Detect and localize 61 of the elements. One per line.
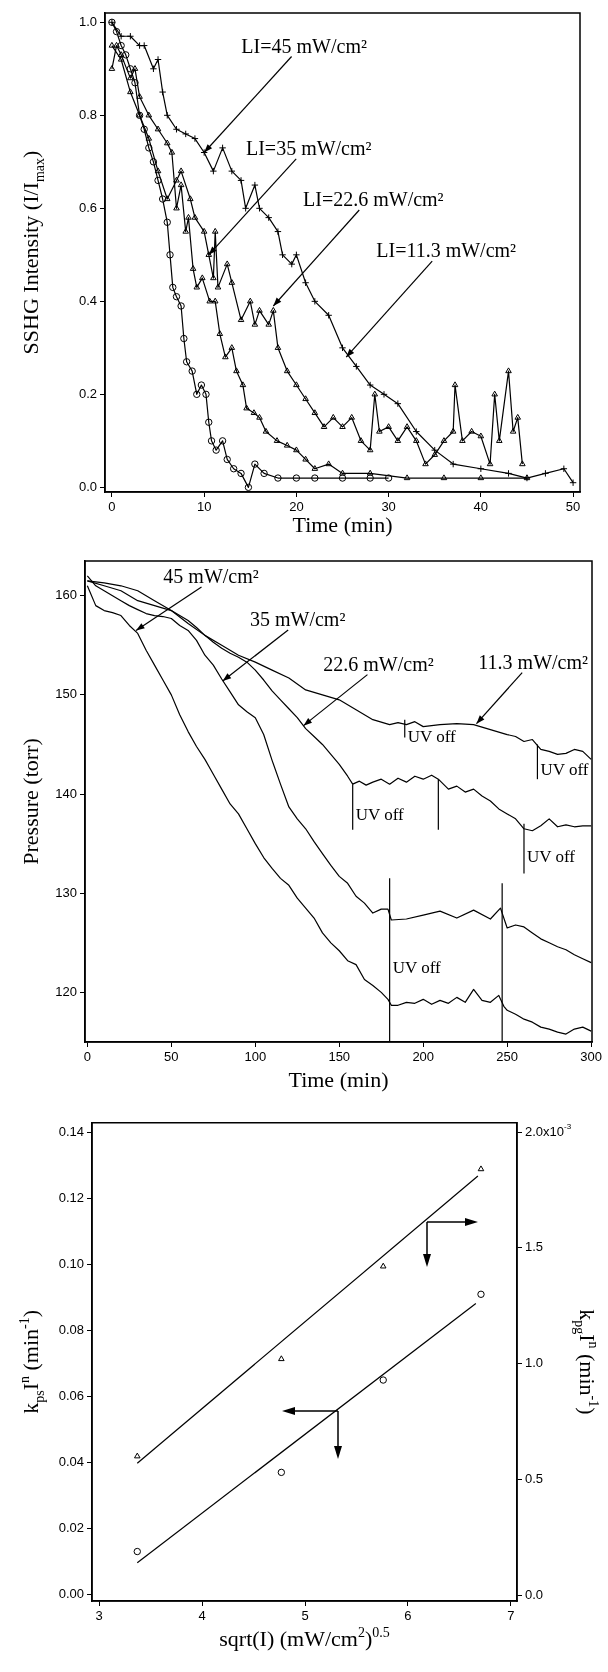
y-tick-label: 0.8 <box>78 106 97 122</box>
y-tick-label: 150 <box>55 686 77 702</box>
x-tick-label: 3 <box>95 1608 103 1624</box>
series-label: UV off <box>407 726 457 746</box>
x-tick-label: 0 <box>83 1049 91 1065</box>
y-tick-label: 0.6 <box>78 199 97 215</box>
y2-tick-label: 0.0 <box>525 1586 544 1602</box>
annotation: LI=35 mW/cm² <box>245 136 372 159</box>
series-label: UV off <box>355 804 405 824</box>
y2-tick-label: 2.0 <box>525 1123 544 1139</box>
annotation: 45 mW/cm² <box>163 565 259 587</box>
series-label: UV off <box>526 846 576 866</box>
y-tick-label: 120 <box>55 983 77 999</box>
x-tick-label: 40 <box>473 499 489 515</box>
x-tick-label: 5 <box>301 1608 309 1624</box>
y-tick-label: 140 <box>55 785 77 801</box>
annotation: 22.6 mW/cm² <box>323 652 434 675</box>
x-tick-label: 300 <box>580 1049 603 1065</box>
x-tick-label: 6 <box>404 1608 412 1624</box>
y2-tick-label: 1.0 <box>525 1355 544 1371</box>
y2-tick-label: 1.5 <box>525 1239 544 1255</box>
x-tick-label: 30 <box>381 499 396 515</box>
y-axis-title: kpsIn (min-1) <box>17 1309 47 1414</box>
x-axis-title: Time (min) <box>288 1067 389 1092</box>
y-tick-label: 0.02 <box>58 1520 84 1536</box>
y-tick-label: 0.2 <box>78 385 97 401</box>
annotation: LI=45 mW/cm² <box>241 34 367 57</box>
annotation: 11.3 mW/cm² <box>478 650 589 673</box>
y-tick-label: 0.14 <box>58 1124 84 1140</box>
x-tick-label: 50 <box>164 1049 179 1065</box>
y-tick-label: 0.08 <box>58 1322 84 1338</box>
x-tick-label: 20 <box>289 499 304 515</box>
y-tick-label: 130 <box>55 884 77 900</box>
x-tick-label: 10 <box>196 499 212 515</box>
y-axis-title: SSHG Intensity (I/Imax) <box>18 150 47 355</box>
series-label: UV off <box>392 958 441 978</box>
x-tick-label: 50 <box>565 499 581 515</box>
series-label: UV off <box>540 759 589 779</box>
x-tick-label: 250 <box>496 1049 519 1065</box>
x-tick-label: 200 <box>412 1049 435 1065</box>
annotation: 35 mW/cm² <box>250 608 346 630</box>
x-tick-label: 0 <box>108 499 116 515</box>
x-axis-title: Time (min) <box>292 512 393 537</box>
annotation: LI=22.6 mW/cm² <box>303 187 444 210</box>
y-tick-label: 0.0 <box>78 478 97 494</box>
y2-axis-title: kpgIn (min-1) <box>571 1309 601 1415</box>
y-tick-label: 160 <box>55 587 77 603</box>
x-tick-label: 150 <box>328 1049 351 1065</box>
y-tick-label: 0.10 <box>58 1256 84 1272</box>
y-tick-label: 0.12 <box>58 1190 84 1206</box>
x-tick-label: 100 <box>244 1049 267 1065</box>
y-tick-label: 0.06 <box>58 1388 84 1404</box>
y-tick-label: 0.00 <box>58 1585 84 1601</box>
y-tick-label: 0.4 <box>78 292 97 308</box>
y2-tick-label: 0.5 <box>525 1471 544 1486</box>
y-tick-label: 1.0 <box>78 13 97 29</box>
y-tick-label: 0.04 <box>58 1454 84 1470</box>
annotation: LI=11.3 mW/cm² <box>376 239 517 262</box>
x-tick-label: 4 <box>198 1608 206 1624</box>
x-tick-label: 7 <box>507 1608 515 1624</box>
y-axis-title: Pressure (torr) <box>18 738 43 865</box>
